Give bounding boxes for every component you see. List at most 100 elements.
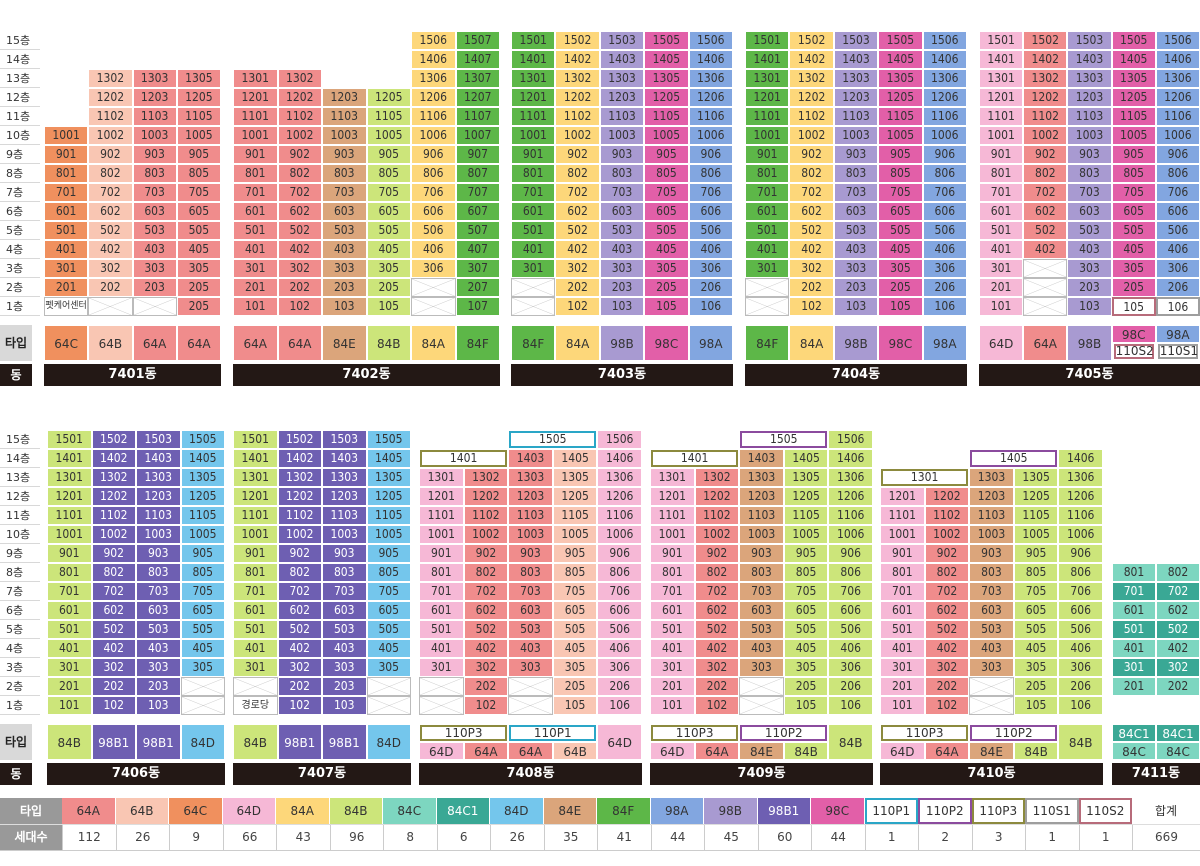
unit-cell[interactable]: 505 — [878, 221, 923, 240]
unit-cell[interactable]: 801 — [233, 164, 278, 183]
unit-cell[interactable]: 503 — [833, 221, 879, 240]
unit-cell[interactable]: 1505 — [644, 31, 689, 50]
unit-cell[interactable]: 206 — [922, 278, 967, 297]
unit-cell[interactable]: 201 — [1112, 677, 1156, 696]
unit-cell[interactable]: 1405 — [644, 50, 689, 69]
unit-cell[interactable]: 506 — [922, 221, 967, 240]
unit-cell[interactable]: 1406 — [1058, 449, 1103, 468]
unit-cell[interactable]: 403 — [1067, 240, 1112, 259]
unit-cell[interactable]: 101 — [47, 696, 92, 715]
unit-cell[interactable]: 402 — [1156, 639, 1200, 658]
unit-cell[interactable]: 902 — [277, 544, 322, 563]
unit-cell[interactable]: 802 — [555, 164, 600, 183]
unit-cell[interactable]: 706 — [1155, 183, 1200, 202]
unit-cell[interactable]: 1302 — [277, 468, 322, 487]
unit-cell[interactable]: 1102 — [924, 506, 970, 525]
unit-cell[interactable]: 506 — [828, 620, 873, 639]
unit-cell[interactable]: 1303 — [508, 468, 553, 487]
unit-cell[interactable]: 1506 — [411, 31, 456, 50]
unit-cell[interactable]: 402 — [463, 639, 509, 658]
unit-cell[interactable]: 1105 — [552, 506, 598, 525]
unit-cell[interactable]: 701 — [1112, 582, 1156, 601]
unit-cell[interactable]: 806 — [922, 164, 967, 183]
unit-cell[interactable]: 1305 — [180, 468, 225, 487]
unit-cell[interactable]: 602 — [463, 601, 509, 620]
unit-cell[interactable]: 1206 — [1155, 88, 1200, 107]
unit-cell[interactable]: 205 — [552, 677, 598, 696]
unit-cell[interactable]: 1403 — [322, 449, 367, 468]
unit-cell[interactable]: 503 — [969, 620, 1014, 639]
unit-cell[interactable]: 702 — [924, 582, 970, 601]
unit-cell[interactable]: 902 — [463, 544, 509, 563]
unit-cell[interactable]: 1205 — [1013, 487, 1059, 506]
unit-cell[interactable]: 402 — [555, 240, 600, 259]
unit-cell[interactable]: 1301 — [979, 69, 1024, 88]
unit-cell[interactable]: 606 — [411, 202, 456, 221]
unit-cell[interactable]: 802 — [924, 563, 970, 582]
unit-cell[interactable]: 505 — [1111, 221, 1156, 240]
unit-cell[interactable]: 706 — [922, 183, 967, 202]
unit-cell[interactable]: 305 — [878, 259, 923, 278]
unit-cell[interactable]: 1201 — [47, 487, 92, 506]
unit-cell[interactable]: 806 — [1058, 563, 1103, 582]
unit-cell[interactable]: 1406 — [411, 50, 456, 69]
unit-cell[interactable]: 601 — [233, 202, 278, 221]
penthouse-unit[interactable]: 1401 — [420, 450, 508, 467]
unit-cell[interactable]: 1101 — [650, 506, 695, 525]
unit-cell[interactable]: 102 — [463, 696, 509, 715]
unit-cell[interactable]: 805 — [366, 164, 411, 183]
unit-cell[interactable]: 505 — [366, 620, 411, 639]
unit-cell[interactable]: 1102 — [277, 506, 322, 525]
unit-cell[interactable]: 801 — [979, 164, 1024, 183]
unit-cell[interactable]: 1305 — [644, 69, 689, 88]
unit-cell[interactable]: 906 — [1155, 145, 1200, 164]
unit-cell[interactable]: 405 — [366, 639, 411, 658]
unit-cell[interactable]: 401 — [1112, 639, 1156, 658]
unit-cell[interactable]: 206 — [688, 278, 733, 297]
unit-cell[interactable]: 202 — [924, 677, 970, 696]
unit-cell[interactable]: 806 — [828, 563, 873, 582]
unit-cell[interactable]: 1101 — [880, 506, 925, 525]
unit-cell[interactable]: 401 — [44, 240, 89, 259]
unit-cell[interactable]: 601 — [233, 601, 278, 620]
unit-cell[interactable]: 402 — [277, 240, 322, 259]
unit-cell[interactable]: 1203 — [833, 88, 879, 107]
unit-cell[interactable]: 305 — [644, 259, 689, 278]
unit-cell[interactable]: 805 — [366, 563, 411, 582]
unit-cell[interactable]: 803 — [833, 164, 879, 183]
unit-cell[interactable]: 203 — [1067, 278, 1112, 297]
unit-cell[interactable]: 1001 — [650, 525, 695, 544]
unit-cell[interactable]: 302 — [694, 658, 740, 677]
unit-cell[interactable]: 106 — [922, 297, 967, 316]
unit-cell[interactable]: 203 — [322, 278, 367, 297]
unit-cell[interactable]: 606 — [1155, 202, 1200, 221]
unit-cell[interactable]: 302 — [924, 658, 970, 677]
unit-cell[interactable]: 1002 — [88, 126, 133, 145]
unit-cell[interactable]: 405 — [176, 240, 221, 259]
unit-cell[interactable]: 105 — [878, 297, 923, 316]
unit-cell[interactable]: 602 — [1156, 601, 1200, 620]
unit-cell[interactable]: 1301 — [233, 468, 278, 487]
unit-cell[interactable]: 1502 — [1023, 31, 1068, 50]
unit-cell[interactable]: 905 — [783, 544, 829, 563]
unit-cell[interactable]: 805 — [878, 164, 923, 183]
unit-cell[interactable]: 703 — [132, 183, 177, 202]
unit-cell[interactable]: 502 — [1023, 221, 1068, 240]
unit-cell[interactable]: 301 — [511, 259, 556, 278]
unit-cell[interactable]: 805 — [552, 563, 598, 582]
unit-cell[interactable]: 203 — [132, 278, 177, 297]
unit-cell[interactable]: 505 — [552, 620, 598, 639]
unit-cell[interactable]: 502 — [91, 620, 136, 639]
unit-cell[interactable]: 1202 — [277, 88, 322, 107]
unit-cell[interactable]: 305 — [1111, 259, 1156, 278]
unit-cell[interactable]: 801 — [1112, 563, 1156, 582]
unit-cell[interactable]: 805 — [176, 164, 221, 183]
penthouse-unit[interactable]: 1301 — [881, 469, 969, 486]
unit-cell[interactable]: 1105 — [180, 506, 225, 525]
unit-cell[interactable]: 205 — [1013, 677, 1059, 696]
unit-cell[interactable]: 802 — [277, 563, 322, 582]
unit-cell[interactable]: 301 — [419, 658, 464, 677]
unit-cell[interactable]: 906 — [688, 145, 733, 164]
unit-cell[interactable]: 901 — [511, 145, 556, 164]
unit-cell[interactable]: 1101 — [47, 506, 92, 525]
